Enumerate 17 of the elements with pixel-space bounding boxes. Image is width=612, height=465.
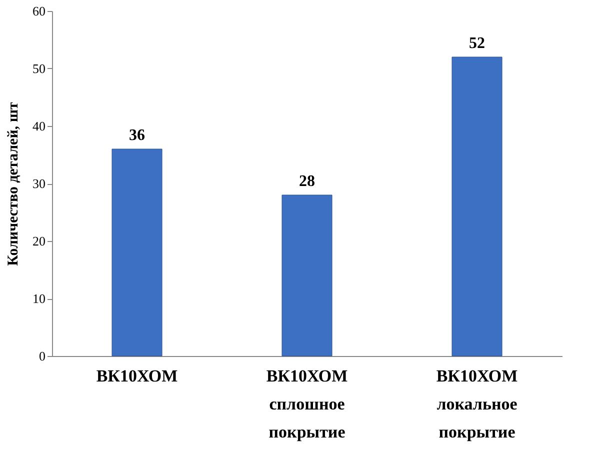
data-label: 52 <box>469 35 485 52</box>
x-tick-label: ВК10ХОМ сплошное покрытие <box>266 366 348 442</box>
y-tick-label: 20 <box>32 234 46 248</box>
y-tick-label: 60 <box>32 4 46 18</box>
data-label: 36 <box>129 127 145 144</box>
bar <box>282 194 332 356</box>
y-tick-label: 10 <box>32 291 46 306</box>
y-axis-title: Количество деталей, шт <box>6 102 22 266</box>
data-label: 28 <box>299 173 315 190</box>
y-tick-label: 50 <box>32 61 46 76</box>
bar <box>112 148 162 356</box>
y-tick-label: 0 <box>39 348 46 364</box>
y-tick-label: 30 <box>32 176 46 191</box>
x-tick-label: ВК10ХОМ локальное покрытие <box>436 366 518 442</box>
y-tick-label: 40 <box>32 118 46 134</box>
bar <box>452 56 502 356</box>
x-tick-label: ВК10ХОМ <box>96 366 178 386</box>
